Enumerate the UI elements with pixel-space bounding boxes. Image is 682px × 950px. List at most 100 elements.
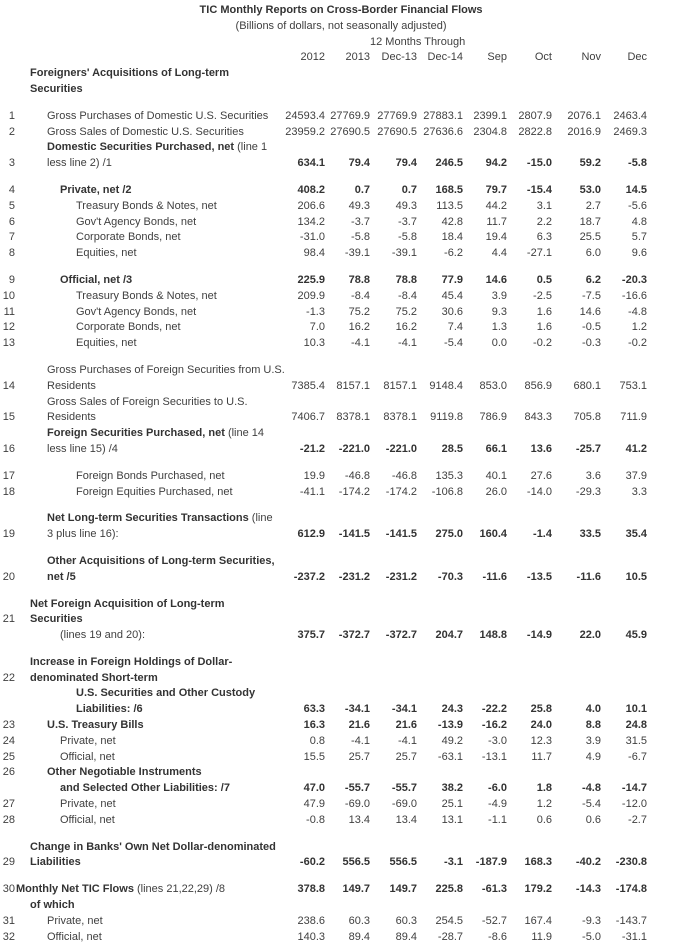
row-number: 23 (2, 719, 15, 732)
filler-cell (647, 765, 682, 781)
value-cell: 28.5 (441, 442, 463, 455)
value-cell: 21.6 (348, 719, 370, 732)
value-cell: 25.1 (441, 798, 463, 811)
value-cell (463, 554, 507, 570)
value-cell: -1.1 (488, 813, 507, 826)
value-cell: -0.2 (533, 337, 552, 350)
table-row: 13 Equities, net 10.3 -4.1 -4.1 -5.4 0.0 -0.2 -0… (0, 336, 682, 352)
value-cell (507, 898, 552, 914)
row-number: 1 (8, 109, 15, 122)
row-label-bold: Securities (30, 82, 83, 95)
row-number: 27 (2, 798, 15, 811)
row-label-text: (line 1 (237, 141, 268, 154)
value-cell (370, 140, 417, 156)
spacer-cell (0, 586, 682, 597)
table-row: 26 Other Negotiable Instruments (0, 765, 682, 781)
filler-cell (647, 273, 682, 289)
value-cell: 13.4 (348, 813, 370, 826)
value-cell: 13.1 (441, 813, 463, 826)
value-cell: -29.3 (575, 485, 601, 498)
value-cell: 60.3 (348, 914, 370, 927)
row-label: (lines 19 and 20): (16, 628, 256, 644)
value-cell (601, 597, 647, 613)
row-label-text: Corporate Bonds, net (76, 321, 181, 334)
value-cell: -4.1 (398, 337, 417, 350)
value-cell (463, 671, 507, 687)
value-cell (256, 765, 325, 781)
value-cell: 2.2 (536, 215, 552, 228)
value-cell: -174.8 (615, 883, 647, 896)
value-cell: -60.2 (299, 856, 325, 869)
value-cell: -46.8 (344, 469, 370, 482)
value-cell: 10.1 (625, 703, 647, 716)
filler-cell (647, 702, 682, 718)
value-cell: 1.2 (536, 798, 552, 811)
value-cell: 23959.2 (285, 125, 325, 138)
value-cell: 853.0 (479, 379, 507, 392)
value-cell (325, 597, 370, 613)
spacer-row (0, 644, 682, 655)
value-cell (325, 426, 370, 442)
row-number (0, 140, 16, 156)
value-cell: 149.7 (389, 883, 417, 896)
row-label: Foreign Bonds Purchased, net (16, 469, 256, 485)
table-row: 11 Gov't Agency Bonds, net -1.3 75.2 75.2 30.… (0, 305, 682, 321)
value-cell: -28.7 (437, 930, 463, 943)
row-number: 8 (8, 247, 15, 260)
value-cell: -6.0 (488, 782, 507, 795)
table-row: 2 Gross Sales of Domestic U.S. Securities… (0, 125, 682, 141)
value-cell: 856.9 (524, 379, 552, 392)
filler-cell (647, 305, 682, 321)
table-row: 7 Corporate Bonds, net -31.0 -5.8 -5.8 18.4 19… (0, 230, 682, 246)
value-cell: 78.8 (395, 273, 417, 286)
row-number: 12 (2, 321, 15, 334)
value-cell: 135.3 (435, 469, 463, 482)
filler-cell (647, 230, 682, 246)
filler-cell (647, 628, 682, 644)
value-cell (370, 363, 417, 379)
value-cell (370, 395, 417, 411)
table-row: Foreign Securities Purchased, net (line … (0, 426, 682, 442)
row-label: Foreign Securities Purchased, net (line … (16, 426, 264, 442)
row-label-text: Residents (47, 379, 96, 392)
value-cell: -31.0 (299, 231, 325, 244)
value-cell: 0.8 (309, 734, 325, 747)
value-cell: 79.4 (395, 157, 417, 170)
value-cell (463, 840, 507, 856)
value-cell: 26.0 (485, 485, 507, 498)
filler-cell (647, 485, 682, 501)
spacer-row (0, 586, 682, 597)
filler-cell (647, 363, 682, 379)
value-cell: 27883.1 (423, 109, 463, 122)
value-cell: -55.7 (344, 782, 370, 795)
column-header: Sep (487, 51, 507, 64)
value-cell (417, 426, 463, 442)
value-cell: -15.0 (526, 157, 552, 170)
filler-cell (647, 469, 682, 485)
row-number (0, 840, 16, 856)
value-cell (552, 765, 601, 781)
table-row: 31 Private, net 238.6 60.3 60.3 254.5 -52.7 167… (0, 914, 682, 930)
spacer-cell (0, 98, 682, 109)
spacer-row (0, 871, 682, 882)
row-label-text: Gross Sales of Domestic U.S. Securities (47, 125, 244, 138)
row-label-text: less line 15) /4 (47, 442, 118, 455)
value-cell: 79.4 (348, 157, 370, 170)
value-cell (463, 363, 507, 379)
value-cell (601, 686, 647, 702)
value-cell: 204.7 (435, 629, 463, 642)
row-number (0, 628, 16, 644)
spacer-row (0, 829, 682, 840)
value-cell: -70.3 (437, 570, 463, 583)
value-cell: 2822.8 (518, 125, 552, 138)
value-cell: 6.2 (585, 273, 601, 286)
value-cell: -15.4 (526, 183, 552, 196)
value-cell: 12.3 (530, 734, 552, 747)
value-cell (370, 840, 417, 856)
value-cell: 41.2 (625, 442, 647, 455)
value-cell: -141.5 (385, 528, 417, 541)
value-cell: -187.9 (475, 856, 507, 869)
value-cell (370, 82, 417, 98)
value-cell (552, 66, 601, 82)
title-row: TIC Monthly Reports on Cross-Border Fina… (0, 3, 682, 19)
